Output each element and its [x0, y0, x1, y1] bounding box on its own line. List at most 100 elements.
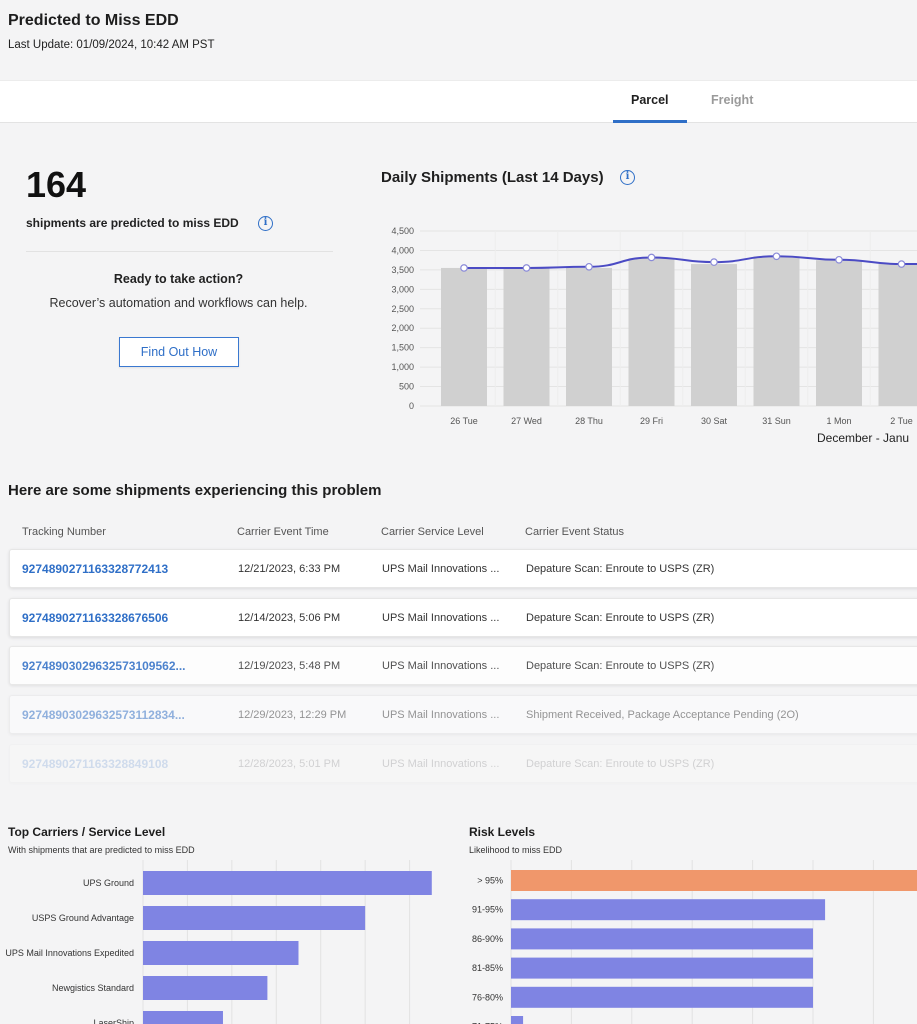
event-status: Depature Scan: Enroute to USPS (ZR) — [526, 563, 715, 575]
bar — [511, 957, 813, 979]
bar — [566, 267, 612, 406]
y-tick-label: 1,000 — [391, 362, 414, 372]
line-point — [835, 255, 843, 264]
bar — [503, 267, 550, 406]
daily-chart-title: Daily Shipments (Last 14 Days) — [381, 169, 604, 186]
y-tick-label: 4,000 — [391, 245, 414, 255]
x-tick-label: 27 Wed — [511, 416, 542, 425]
category-label: 81-85% — [472, 963, 503, 973]
tracking-number-link[interactable]: 9274890271163328849108 — [22, 757, 169, 771]
line-point — [522, 264, 531, 272]
event-status: Shipment Received, Package Acceptance Pe… — [526, 709, 799, 721]
line-point — [585, 262, 593, 271]
bar — [143, 871, 432, 895]
bar — [511, 870, 917, 891]
page-title: Predicted to Miss EDD — [8, 12, 179, 29]
daily-shipments-chart: 0 500 1,000 1,500 2,000 2,500 3,000 3,500 4,000 4… — [391, 226, 917, 425]
table-row[interactable]: 9274890271163328849108 12/28/2023, 5:01 … — [9, 744, 917, 783]
tracking-number-link[interactable]: 92748903029632573112834... — [22, 708, 185, 722]
y-tick-label: 3,000 — [391, 284, 414, 294]
tab-parcel[interactable]: Parcel — [631, 93, 669, 107]
x-tick-label: 31 Sun — [762, 416, 791, 425]
bar — [511, 1016, 524, 1024]
bar — [878, 264, 917, 406]
risk-chart-title: Risk Levels — [469, 825, 536, 839]
info-icon[interactable]: i — [620, 170, 635, 185]
risk-chart-caption: Likelihood to miss EDD — [469, 845, 563, 855]
bar — [143, 976, 268, 1000]
category-label: LaserShip — [93, 1018, 134, 1024]
column-header-event-status[interactable]: Carrier Event Status — [525, 526, 625, 538]
carriers-chart-title: Top Carriers / Service Level — [8, 825, 166, 839]
shipments-section-title: Here are some shipments experiencing thi… — [8, 482, 382, 499]
service-level: UPS Mail Innovations ... — [382, 563, 500, 575]
bar — [143, 906, 366, 930]
bar — [628, 258, 675, 406]
x-tick-label: 2 Tue — [890, 416, 913, 425]
find-out-how-button[interactable]: Find Out How — [119, 337, 239, 367]
carriers-chart-caption: With shipments that are predicted to mis… — [8, 845, 195, 855]
tracking-number-link[interactable]: 92748903029632573109562... — [22, 659, 186, 673]
tracking-number-link[interactable]: 9274890271163328676506 — [22, 611, 169, 625]
chart-date-range: December - Janu — [817, 431, 910, 445]
y-tick-label: 2,000 — [391, 323, 414, 333]
table-row[interactable]: 92748903029632573112834... 12/29/2023, 1… — [9, 695, 917, 734]
active-tab-indicator — [613, 120, 687, 123]
tab-freight[interactable]: Freight — [711, 93, 754, 107]
page-header: Predicted to Miss EDD Last Update: 01/09… — [0, 0, 917, 80]
bar — [511, 928, 813, 950]
bar — [143, 1011, 223, 1024]
category-label: 71-75% — [472, 1022, 503, 1024]
category-label: 91-95% — [472, 905, 503, 915]
category-label: USPS Ground Advantage — [32, 913, 134, 923]
top-carriers-chart: UPS Ground USPS Ground Advantage UPS Mail … — [5, 860, 432, 1024]
column-header-event-time[interactable]: Carrier Event Time — [237, 526, 329, 538]
event-time: 12/29/2023, 12:29 PM — [238, 709, 347, 721]
bar — [441, 267, 487, 406]
x-tick-label: 28 Thu — [575, 416, 603, 425]
column-header-service-level[interactable]: Carrier Service Level — [381, 526, 484, 538]
table-row[interactable]: 92748903029632573109562... 12/19/2023, 5… — [9, 646, 917, 685]
count-caption: shipments are predicted to miss EDD — [26, 216, 239, 230]
bar — [691, 264, 737, 406]
event-status: Depature Scan: Enroute to USPS (ZR) — [526, 758, 715, 770]
column-header-tracking[interactable]: Tracking Number — [22, 526, 106, 538]
divider — [26, 251, 333, 252]
category-label: 86-90% — [472, 934, 503, 944]
y-tick-label: 4,500 — [391, 226, 414, 236]
line-point — [647, 253, 656, 262]
table-row[interactable]: 9274890271163328676506 12/14/2023, 5:06 … — [9, 598, 917, 637]
action-title: Ready to take action? — [113, 272, 244, 286]
y-tick-label: 2,500 — [391, 304, 414, 314]
tab-bar: Parcel Freight — [0, 80, 917, 123]
risk-levels-chart: > 95% 91-95% 86-90% 81-85% 76-80% 71-75% — [472, 860, 917, 1024]
line-point — [710, 258, 718, 266]
y-tick-label: 0 — [409, 401, 414, 411]
bar — [753, 256, 800, 406]
event-status: Depature Scan: Enroute to USPS (ZR) — [526, 612, 715, 624]
info-icon[interactable]: i — [258, 216, 273, 231]
tracking-number-link[interactable]: 9274890271163328772413 — [22, 562, 169, 576]
service-level: UPS Mail Innovations ... — [382, 612, 500, 624]
bar — [143, 941, 299, 965]
event-status: Depature Scan: Enroute to USPS (ZR) — [526, 660, 715, 672]
line-point — [897, 260, 906, 268]
event-time: 12/21/2023, 6:33 PM — [238, 563, 341, 575]
category-label: > 95% — [477, 876, 503, 886]
action-text: Recover’s automation and workflows can h… — [49, 296, 308, 310]
service-level: UPS Mail Innovations ... — [382, 660, 500, 672]
service-level: UPS Mail Innovations ... — [382, 709, 500, 721]
category-label: UPS Ground — [83, 878, 134, 888]
x-tick-label: 29 Fri — [640, 416, 663, 425]
bar — [511, 899, 826, 921]
y-tick-label: 500 — [399, 382, 414, 392]
category-label: Newgistics Standard — [52, 983, 134, 993]
category-label: 76-80% — [472, 992, 503, 1002]
table-row[interactable]: 9274890271163328772413 12/21/2023, 6:33 … — [9, 549, 917, 588]
predicted-count: 164 — [26, 164, 87, 205]
x-tick-label: 26 Tue — [450, 416, 478, 425]
y-tick-label: 1,500 — [391, 343, 414, 353]
bar — [816, 260, 862, 406]
category-label: UPS Mail Innovations Expedited — [5, 948, 134, 958]
event-time: 12/28/2023, 5:01 PM — [238, 758, 341, 770]
